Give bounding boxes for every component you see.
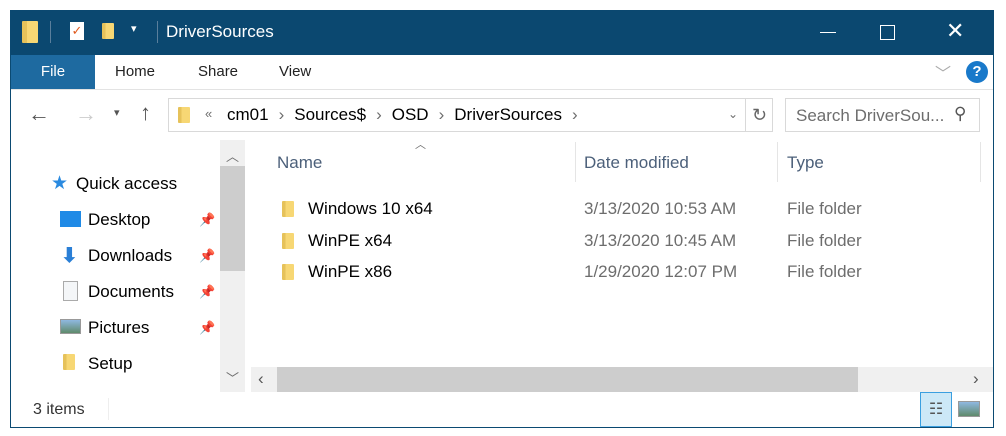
scrollbar-thumb[interactable] bbox=[277, 367, 858, 392]
explorer-window bbox=[10, 10, 994, 428]
forward-icon[interactable]: → bbox=[75, 101, 97, 126]
star-icon: ★ bbox=[51, 173, 69, 194]
crumb[interactable]: OSD bbox=[391, 105, 429, 124]
search-icon[interactable]: ⚲ bbox=[954, 104, 967, 123]
up-icon[interactable]: ↑ bbox=[140, 100, 151, 125]
details-view-icon[interactable]: ☷ bbox=[920, 392, 952, 427]
tab-file[interactable]: File bbox=[11, 55, 95, 89]
file-row[interactable]: WinPE x64 3/13/2020 10:45 AM File folder bbox=[277, 226, 977, 256]
nav-item-documents[interactable]: Documents bbox=[88, 282, 174, 301]
column-divider[interactable] bbox=[980, 142, 981, 182]
file-name: WinPE x64 bbox=[308, 231, 393, 250]
file-row[interactable]: Windows 10 x64 3/13/2020 10:53 AM File f… bbox=[277, 194, 977, 224]
horizontal-scrollbar[interactable]: ‹ › bbox=[251, 367, 993, 392]
download-icon: ⬇ bbox=[61, 245, 78, 267]
column-header-type[interactable]: Type bbox=[787, 153, 824, 172]
scroll-right-icon[interactable]: › bbox=[973, 369, 979, 388]
search-input[interactable]: Search DriverSou... bbox=[796, 106, 945, 125]
tab-share[interactable]: Share bbox=[198, 63, 239, 80]
column-divider[interactable] bbox=[777, 142, 778, 182]
nav-item-setup[interactable]: Setup bbox=[88, 354, 133, 373]
close-icon[interactable]: ✕ bbox=[946, 18, 965, 43]
crumb[interactable]: cm01 bbox=[227, 105, 269, 124]
folder-icon bbox=[178, 107, 190, 123]
maximize-icon[interactable] bbox=[880, 25, 895, 40]
chevron-right-icon[interactable]: › bbox=[571, 105, 578, 124]
file-type: File folder bbox=[787, 262, 862, 281]
documents-icon bbox=[63, 281, 78, 301]
minimize-icon[interactable] bbox=[820, 32, 836, 33]
file-date: 1/29/2020 12:07 PM bbox=[584, 262, 738, 281]
desktop-icon bbox=[60, 211, 81, 227]
address-dropdown-icon[interactable]: ⌄ bbox=[728, 107, 739, 121]
title-bar: ✓ ▾ DriverSources ✕ bbox=[10, 10, 994, 55]
nav-item-desktop[interactable]: Desktop bbox=[88, 210, 151, 229]
divider bbox=[108, 398, 109, 420]
pictures-icon bbox=[60, 319, 81, 334]
file-date: 3/13/2020 10:53 AM bbox=[584, 199, 737, 218]
breadcrumb: cm01 › Sources$ › OSD › DriverSources › bbox=[227, 105, 588, 125]
column-header-name[interactable]: Name bbox=[277, 153, 323, 172]
recent-locations-icon[interactable]: ▾ bbox=[114, 107, 120, 119]
expand-ribbon-icon[interactable]: ﹀ bbox=[935, 66, 952, 83]
customize-toolbar-icon[interactable]: ▾ bbox=[131, 23, 137, 35]
file-name: Windows 10 x64 bbox=[308, 199, 433, 218]
folder-icon bbox=[282, 201, 294, 217]
item-count: 3 items bbox=[33, 401, 85, 418]
divider bbox=[11, 89, 993, 90]
navigation-pane: ★ Quick access Desktop 📌 ⬇ Downloads 📌 D… bbox=[11, 140, 221, 392]
file-type: File folder bbox=[787, 199, 862, 218]
folder-icon bbox=[22, 21, 38, 43]
properties-icon[interactable]: ✓ bbox=[70, 22, 84, 40]
search-box[interactable]: Search DriverSou... ⚲ bbox=[785, 98, 980, 132]
folder-icon bbox=[63, 354, 75, 370]
pin-icon[interactable]: 📌 bbox=[199, 320, 216, 335]
pin-icon[interactable]: 📌 bbox=[199, 212, 216, 227]
divider bbox=[50, 21, 51, 43]
scrollbar-thumb[interactable] bbox=[220, 166, 245, 271]
overflow-icon[interactable]: « bbox=[205, 106, 213, 121]
address-bar[interactable]: « cm01 › Sources$ › OSD › DriverSources › ⌄ … bbox=[168, 98, 773, 132]
divider bbox=[157, 21, 158, 43]
tab-home[interactable]: Home bbox=[115, 63, 156, 80]
chevron-right-icon[interactable]: › bbox=[278, 105, 285, 124]
crumb[interactable]: DriverSources bbox=[454, 105, 562, 124]
scroll-down-icon[interactable]: ﹀ bbox=[226, 371, 240, 386]
window-title: DriverSources bbox=[166, 22, 274, 41]
chevron-right-icon[interactable]: › bbox=[438, 105, 445, 124]
refresh-icon[interactable]: ↻ bbox=[745, 99, 773, 131]
file-row[interactable]: WinPE x86 1/29/2020 12:07 PM File folder bbox=[277, 257, 977, 287]
column-divider[interactable] bbox=[575, 142, 576, 182]
file-name: WinPE x86 bbox=[308, 262, 393, 281]
pin-icon[interactable]: 📌 bbox=[199, 284, 216, 299]
chevron-right-icon[interactable]: › bbox=[376, 105, 382, 124]
large-icons-view-icon[interactable] bbox=[958, 401, 980, 417]
sort-ascending-icon: ︿ bbox=[415, 139, 426, 151]
crumb[interactable]: Sources$ bbox=[294, 105, 367, 124]
file-type: File folder bbox=[787, 231, 862, 250]
nav-item-quick-access[interactable]: Quick access bbox=[76, 174, 178, 193]
nav-vertical-scrollbar[interactable]: ︿ ﹀ bbox=[220, 140, 245, 392]
column-header-date[interactable]: Date modified bbox=[584, 153, 689, 172]
folder-icon bbox=[282, 233, 294, 249]
tab-view[interactable]: View bbox=[279, 63, 312, 80]
file-date: 3/13/2020 10:45 AM bbox=[584, 231, 737, 250]
help-icon[interactable]: ? bbox=[966, 61, 988, 83]
folder-icon bbox=[282, 264, 294, 280]
back-icon[interactable]: ← bbox=[28, 101, 50, 126]
nav-item-pictures[interactable]: Pictures bbox=[88, 318, 150, 337]
new-folder-icon[interactable] bbox=[102, 23, 114, 39]
scroll-up-icon[interactable]: ︿ bbox=[226, 149, 240, 164]
nav-item-downloads[interactable]: Downloads bbox=[88, 246, 173, 265]
scroll-left-icon[interactable]: ‹ bbox=[258, 369, 264, 388]
pin-icon[interactable]: 📌 bbox=[199, 248, 216, 263]
